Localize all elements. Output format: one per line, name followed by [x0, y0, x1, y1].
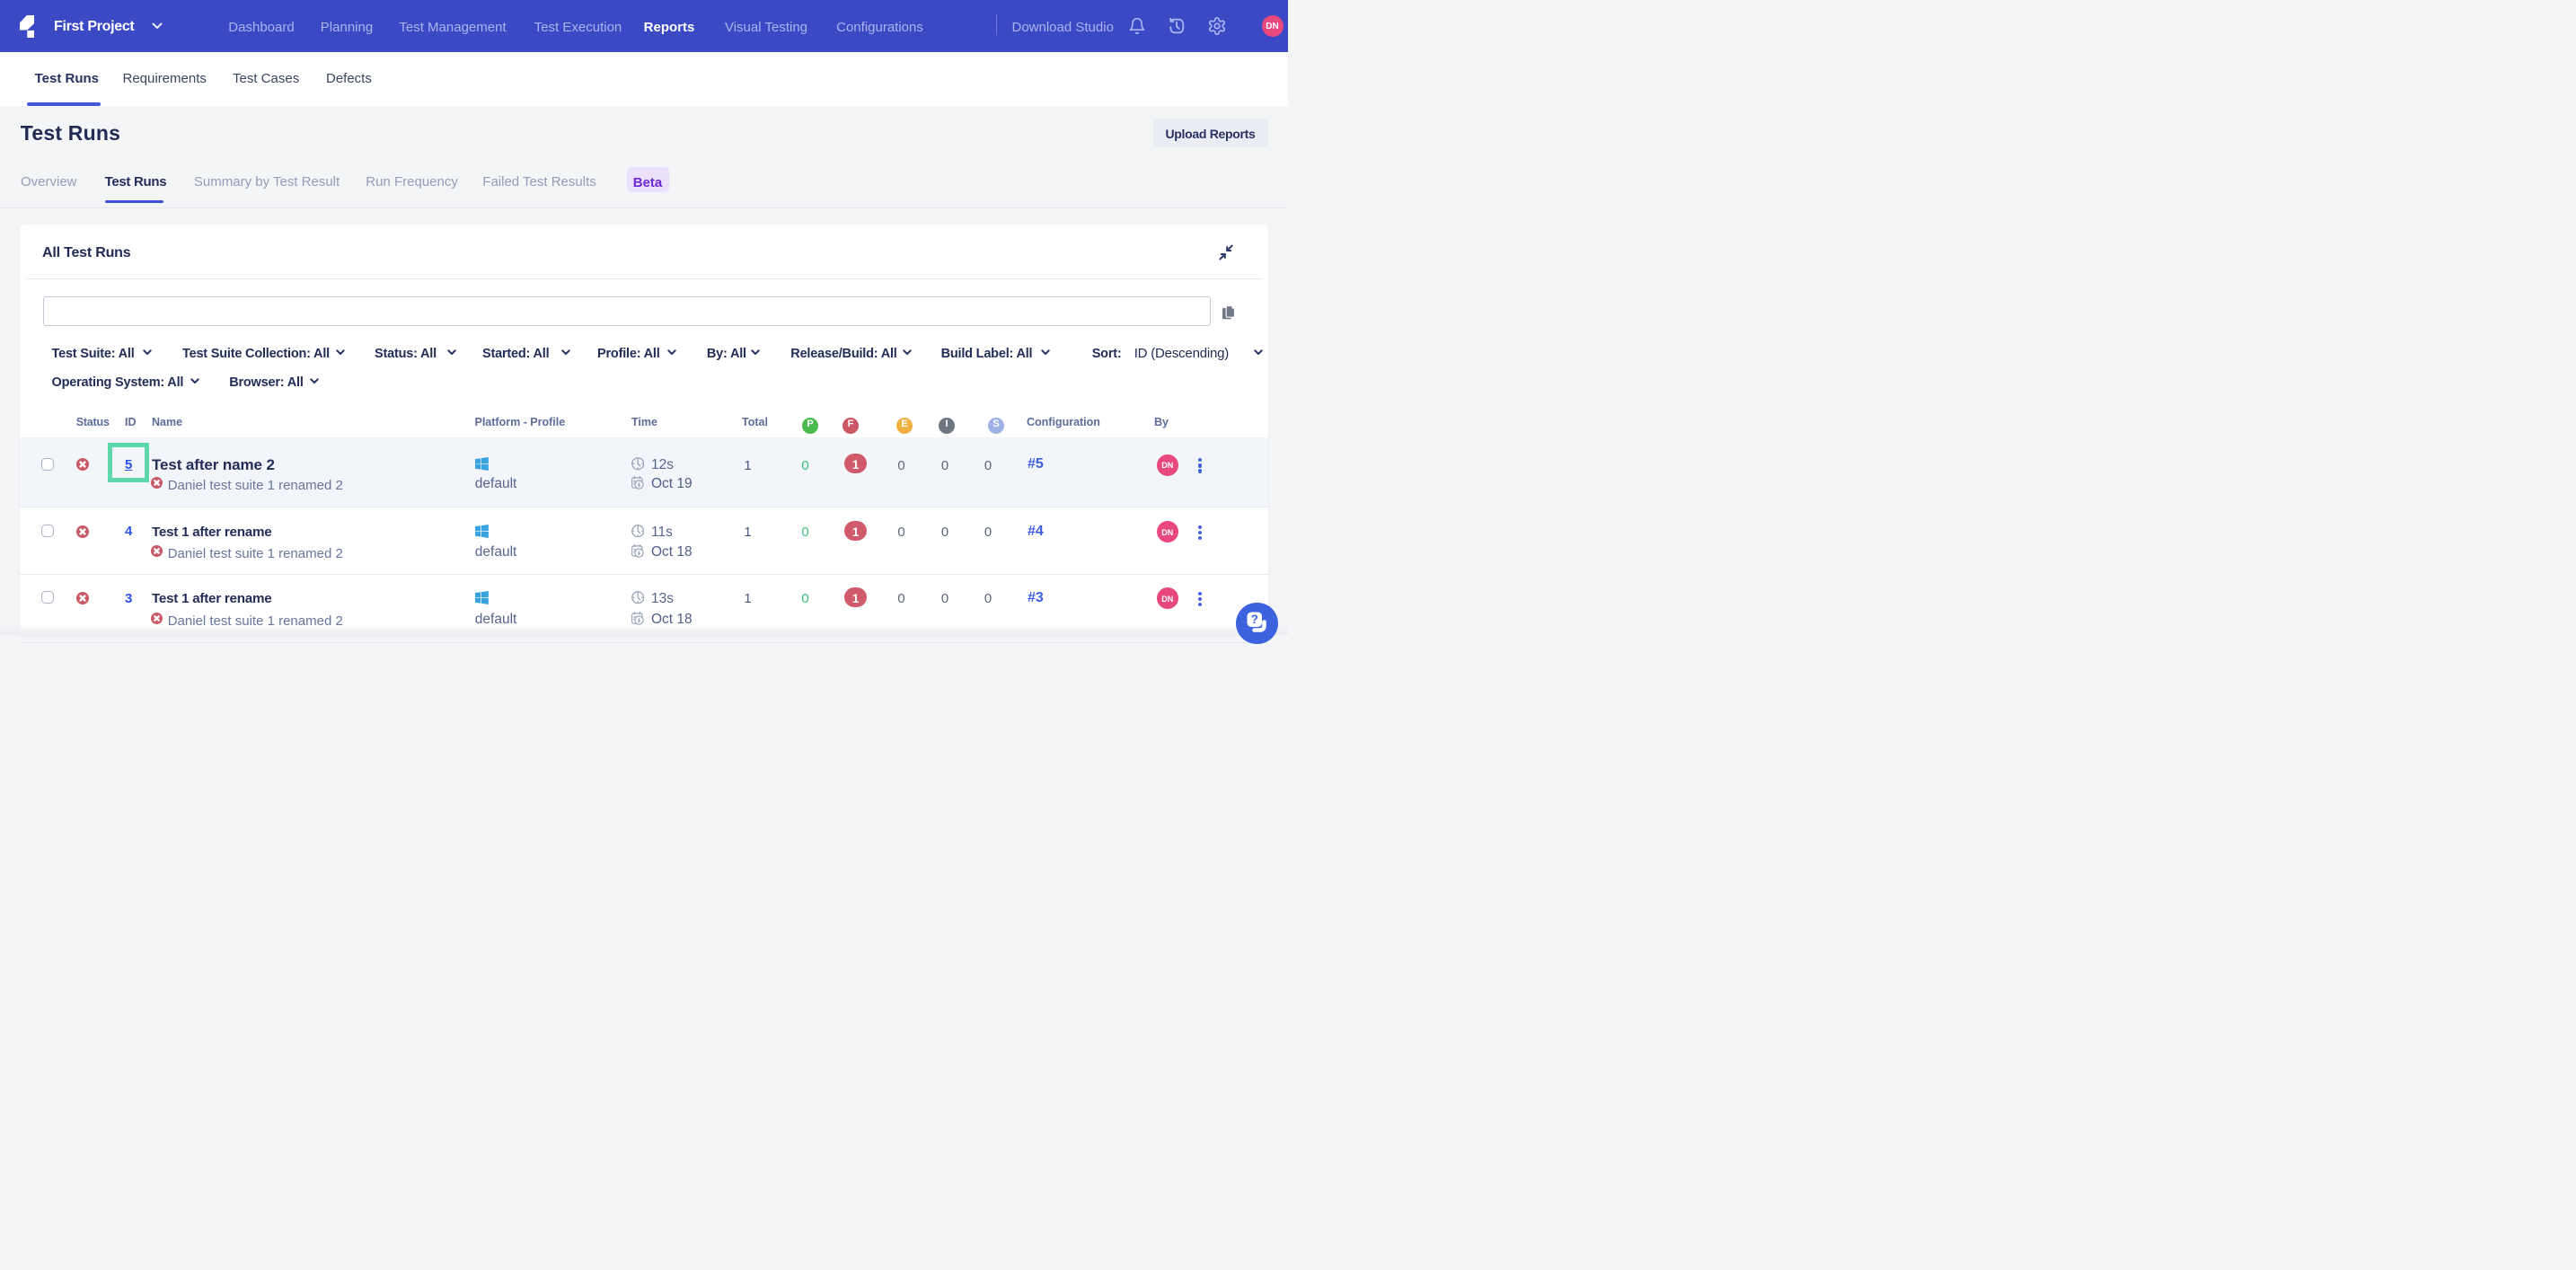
svg-text:?: ?	[1250, 613, 1257, 626]
